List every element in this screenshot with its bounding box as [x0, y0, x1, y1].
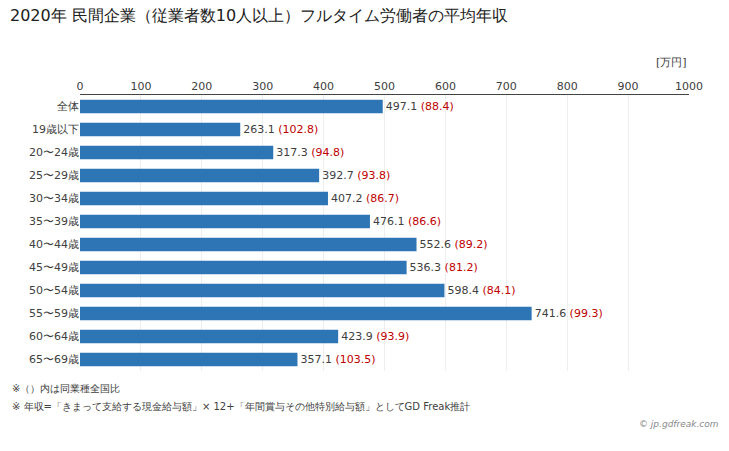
svg-text:0: 0: [77, 80, 84, 93]
svg-text:50〜54歳: 50〜54歳: [29, 284, 79, 297]
svg-text:400: 400: [313, 80, 334, 93]
svg-text:357.1 (103.5): 357.1 (103.5): [300, 353, 375, 366]
svg-text:1000: 1000: [675, 80, 703, 93]
svg-text:19歳以下: 19歳以下: [32, 123, 79, 136]
svg-text:※ 年収=「きまって支給する現金給与額」× 12+「年間賞与: ※ 年収=「きまって支給する現金給与額」× 12+「年間賞与その他特別給与額」と…: [12, 401, 470, 412]
svg-text:20〜24歳: 20〜24歳: [29, 146, 79, 159]
svg-text:※（）内は同業種全国比: ※（）内は同業種全国比: [12, 383, 120, 394]
svg-text:2020年 民間企業（従業者数10人以上）フルタイム労働者の: 2020年 民間企業（従業者数10人以上）フルタイム労働者の平均年収: [10, 6, 508, 25]
svg-text:476.1 (86.6): 476.1 (86.6): [373, 215, 441, 228]
svg-text:55〜59歳: 55〜59歳: [29, 307, 79, 320]
svg-text:536.3 (81.2): 536.3 (81.2): [410, 261, 478, 274]
svg-text:552.6 (89.2): 552.6 (89.2): [420, 238, 488, 251]
svg-text:407.2 (86.7): 407.2 (86.7): [331, 192, 399, 205]
svg-text:30〜34歳: 30〜34歳: [29, 192, 79, 205]
svg-text:598.4 (84.1): 598.4 (84.1): [447, 284, 515, 297]
svg-text:497.1 (88.4): 497.1 (88.4): [386, 100, 454, 113]
svg-text:300: 300: [252, 80, 273, 93]
svg-text:800: 800: [557, 80, 578, 93]
svg-text:40〜44歳: 40〜44歳: [29, 238, 79, 251]
svg-text:65〜69歳: 65〜69歳: [29, 353, 79, 366]
svg-text:741.6 (99.3): 741.6 (99.3): [535, 307, 603, 320]
svg-text:[万円]: [万円]: [656, 56, 687, 69]
svg-text:600: 600: [435, 80, 456, 93]
svg-text:900: 900: [618, 80, 639, 93]
svg-text:© jp.gdfreak.com: © jp.gdfreak.com: [639, 419, 719, 429]
svg-text:263.1 (102.8): 263.1 (102.8): [243, 123, 318, 136]
svg-text:45〜49歳: 45〜49歳: [29, 261, 79, 274]
svg-text:25〜29歳: 25〜29歳: [29, 169, 79, 182]
svg-text:全体: 全体: [57, 100, 79, 113]
svg-text:500: 500: [374, 80, 395, 93]
svg-text:700: 700: [496, 80, 517, 93]
svg-text:60〜64歳: 60〜64歳: [29, 330, 79, 343]
svg-text:35〜39歳: 35〜39歳: [29, 215, 79, 228]
svg-text:423.9 (93.9): 423.9 (93.9): [341, 330, 409, 343]
svg-text:100: 100: [130, 80, 151, 93]
svg-text:317.3 (94.8): 317.3 (94.8): [276, 146, 344, 159]
svg-text:392.7 (93.8): 392.7 (93.8): [322, 169, 390, 182]
svg-text:200: 200: [191, 80, 212, 93]
